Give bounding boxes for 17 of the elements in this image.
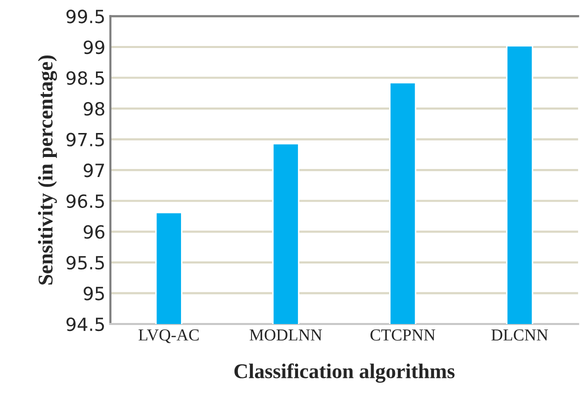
x-tick-label: MODLNN <box>250 329 322 341</box>
x-tick-label: LVQ-AC <box>138 329 199 344</box>
y-tick-label: 98 <box>84 102 104 116</box>
y-axis-title: Sensitivity (in percentage) <box>38 55 57 285</box>
y-tick-label: 95.5 <box>66 256 104 270</box>
y-tick-label: 94.5 <box>66 317 104 332</box>
x-axis-title: Classification algorithms <box>234 363 455 383</box>
y-tick-label: 96 <box>84 225 104 239</box>
y-tick-label: 96.5 <box>66 194 104 208</box>
y-tick-label: 99.5 <box>66 10 104 24</box>
y-tick-label: 98.5 <box>66 71 104 85</box>
y-tick-label: 99 <box>84 40 104 54</box>
x-tick-label: CTCPNN <box>370 329 436 341</box>
y-tick-label: 97 <box>84 164 104 178</box>
y-tick-label: 95 <box>84 286 104 300</box>
y-tick-label: 97.5 <box>66 132 104 146</box>
x-tick-label: DLCNN <box>491 329 548 341</box>
